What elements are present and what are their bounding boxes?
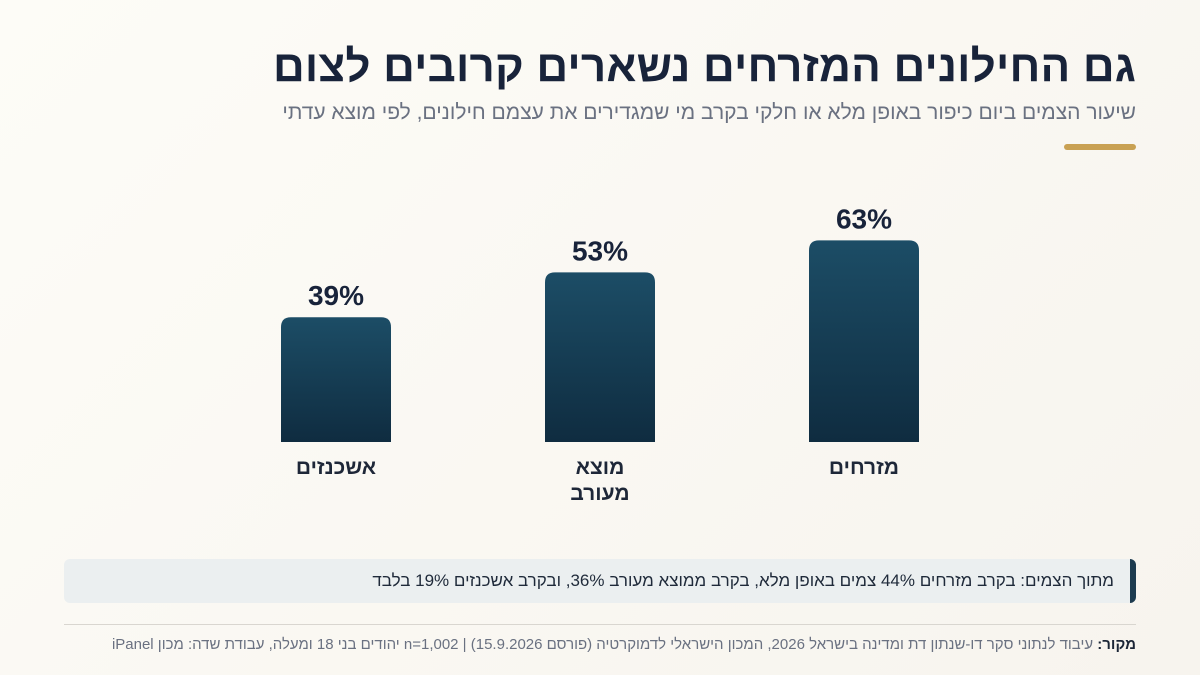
bar-group: 53% מוצא מעורב <box>545 235 655 505</box>
source-line: מקור: עיבוד לנתוני סקר דו-שנתון דת ומדינ… <box>112 636 1136 653</box>
bar-chart: 63% מזרחים 53% מוצא מעורב 39% אשכנזים <box>281 203 919 505</box>
bar-value-label: 39% <box>308 280 364 311</box>
source-text: עיבוד לנתוני סקר דו-שנתון דת ומדינה בישר… <box>111 636 1094 653</box>
accent-bar <box>1064 144 1136 150</box>
bar <box>281 317 391 442</box>
page-title: גם החילונים המזרחים נשארים קרובים לצום <box>272 42 1136 91</box>
category-label: מוצא <box>576 456 625 479</box>
category-label: אשכנזים <box>296 456 376 479</box>
category-label: מעורב <box>570 482 629 505</box>
insight-callout: מתוך הצמים: בקרב מזרחים 44% צמים באופן מ… <box>64 559 1136 603</box>
source-label: מקור: <box>1097 636 1136 653</box>
bar-value-label: 63% <box>836 203 892 234</box>
bar-group: 39% אשכנזים <box>281 280 391 479</box>
insight-text: מתוך הצמים: בקרב מזרחים 44% צמים באופן מ… <box>372 571 1114 590</box>
bar-chart-svg: 63% מזרחים 53% מוצא מעורב 39% אשכנזים <box>281 203 919 505</box>
bar <box>545 272 655 442</box>
bars-layer: 63% מזרחים 53% מוצא מעורב 39% אשכנזים <box>281 203 919 505</box>
bar-value-label: 53% <box>572 235 628 266</box>
category-label: מזרחים <box>829 456 899 479</box>
footer-divider <box>64 624 1136 625</box>
bar-group: 63% מזרחים <box>809 203 919 479</box>
bar <box>809 240 919 442</box>
page-subtitle: שיעור הצמים ביום כיפור באופן מלא או חלקי… <box>282 101 1136 124</box>
